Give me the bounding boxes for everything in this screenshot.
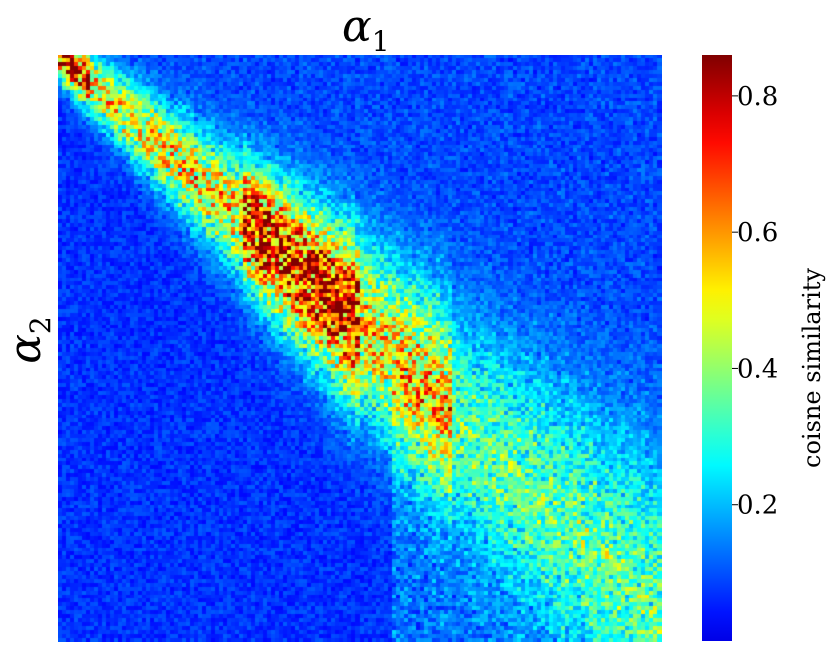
colorbar-tick-label: 0.6 <box>737 218 778 248</box>
chart-title: α1 <box>342 1 390 58</box>
colorbar-gradient <box>702 55 732 641</box>
heatmap-plot <box>58 55 662 642</box>
colorbar-tick-label: 0.8 <box>737 82 778 112</box>
y-axis-label: α2 <box>0 316 57 364</box>
colorbar-tick-label: 0.4 <box>737 354 778 384</box>
colorbar-label: coisne similarity <box>798 268 826 468</box>
colorbar: 0.2 0.4 0.6 0.8 coisne similarity <box>702 55 826 641</box>
colorbar-tick-label: 0.2 <box>737 491 778 521</box>
